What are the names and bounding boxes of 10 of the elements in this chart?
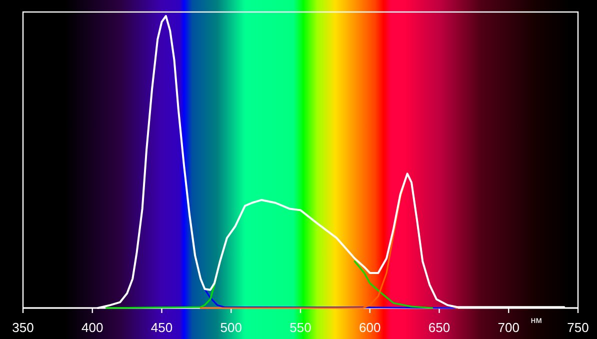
x-tick-label: 450 — [150, 320, 173, 335]
x-tick-label: 550 — [290, 320, 312, 335]
x-tick-label: 650 — [428, 320, 450, 335]
x-axis-title: нм — [530, 315, 542, 325]
x-tick-label: 700 — [498, 320, 520, 335]
x-tick-label: 400 — [82, 320, 104, 335]
x-tick-label: 600 — [359, 320, 381, 335]
x-tick-label: 350 — [12, 320, 34, 335]
x-tick-label: 750 — [567, 320, 589, 335]
x-tick-label: 500 — [220, 320, 242, 335]
